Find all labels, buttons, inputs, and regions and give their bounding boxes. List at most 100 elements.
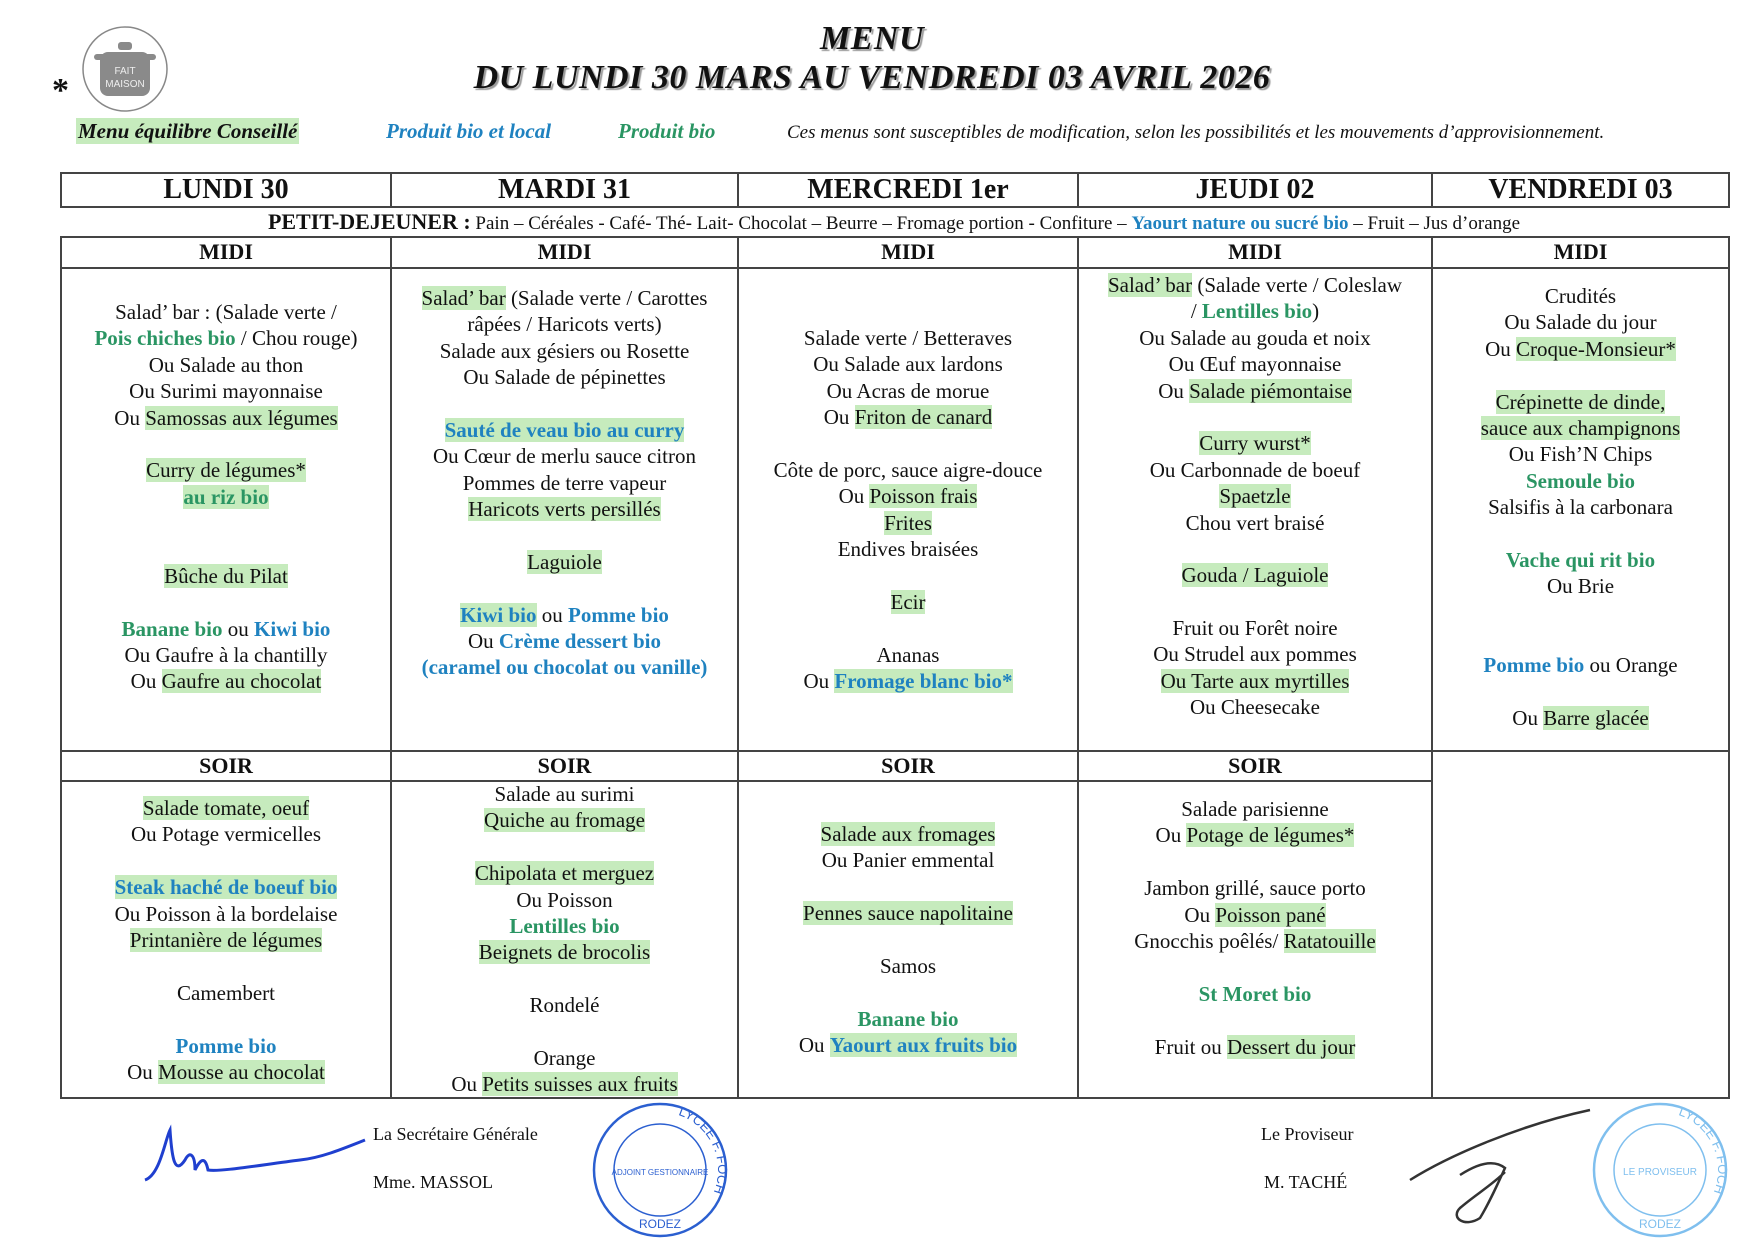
menu-item-text: ou Orange	[1584, 653, 1678, 678]
menu-item-text: Ecir	[890, 589, 926, 614]
dinner-cell-2: Salade au surimi Quiche au fromage Chipola…	[392, 781, 737, 1098]
menu-item-text: Camembert	[177, 980, 275, 1005]
menu-item-text: Laguiole	[527, 549, 602, 574]
menu-line: Ou Samossas aux légumes	[62, 405, 390, 431]
dinner-cell-1: Salade tomate, oeuf Ou Potage vermicelles…	[62, 795, 390, 1085]
menu-disclaimer: Ces menus sont susceptibles de modificat…	[787, 122, 1605, 143]
menu-item-text: Vache qui rit bio	[1505, 547, 1656, 572]
menu-item-text: Pommes de terre vapeur	[462, 470, 667, 495]
menu-item-text: Ou Surimi mayonnaise	[129, 379, 323, 404]
menu-item-text: Ou Panier emmental	[821, 848, 995, 873]
legend-bio-local: Produit bio et local	[386, 119, 552, 143]
day-header-1: LUNDI 30	[163, 174, 289, 205]
day-header-3: MERCREDI 1er	[807, 174, 1009, 205]
menu-item-text: Salade aux fromages	[820, 822, 996, 846]
menu-item-text: Ou	[1512, 706, 1544, 731]
menu-line	[739, 431, 1077, 457]
menu-item-text: Mousse au chocolat	[158, 1059, 325, 1084]
menu-item-text: Crème dessert bio	[498, 629, 662, 654]
menu-line: Steak haché de boeuf bio	[62, 874, 390, 900]
menu-line: Printanière de légumes	[62, 927, 390, 953]
menu-item-text: Crudités	[1544, 284, 1617, 308]
menu-line: Fruit ou Forêt noire	[1079, 615, 1431, 641]
menu-item-text: Fruit ou	[1154, 1034, 1228, 1059]
menu-line: Camembert	[62, 980, 390, 1006]
menu-line: Ou Poisson	[392, 887, 737, 913]
right-signatory-name: M. TACHÉ	[1264, 1172, 1348, 1192]
menu-item-text: Chou vert braisé	[1185, 510, 1325, 535]
menu-line: Ou Poisson frais	[739, 483, 1077, 509]
menu-line	[392, 1019, 737, 1045]
menu-line: Ou Barre glacée	[1433, 705, 1728, 731]
menu-line: St Moret bio	[1079, 981, 1431, 1007]
lunch-header: MIDI	[1553, 239, 1608, 264]
menu-line: / Lentilles bio)	[1079, 298, 1431, 324]
menu-line: Ou Acras de morue	[739, 378, 1077, 404]
lunch-header: MIDI	[537, 239, 592, 264]
dinner-cell-3: Salade aux fromages Ou Panier emmental Pen…	[739, 821, 1077, 1059]
menu-item-text: Orange	[533, 1045, 596, 1070]
menu-line	[1079, 849, 1431, 875]
menu-item-text: Curry de légumes*	[146, 458, 306, 483]
menu-item-text: Banane bio	[857, 1006, 959, 1031]
menu-item-text: ou	[222, 616, 254, 641]
menu-line: Sauté de veau bio au curry	[392, 417, 737, 443]
menu-line: Ou Potage vermicelles	[62, 821, 390, 847]
menu-item-text: Ou Salade de pépinettes	[463, 365, 666, 390]
menu-line: Quiche au fromage	[392, 807, 737, 833]
menu-item-text: Gaufre au chocolat	[161, 669, 322, 694]
menu-item-text: Salad’ bar : (Salade verte /	[115, 300, 337, 324]
menu-item-text: Salade au surimi	[494, 782, 635, 806]
menu-line: Ou Crème dessert bio	[392, 628, 737, 654]
logo-text-line2: MAISON	[105, 79, 144, 90]
menu-item-text: Chipolata et merguez	[474, 861, 655, 886]
lunch-cell-5: Crudités Ou Salade du jour Ou Croque-Monsi…	[1433, 283, 1728, 732]
menu-line: Ou Salade de pépinettes	[392, 364, 737, 390]
menu-line: Bûche du Pilat	[62, 563, 390, 589]
menu-item-text: (Salade verte / Coleslaw	[1192, 273, 1403, 297]
menu-line: Salad’ bar (Salade verte / Coleslaw	[1079, 272, 1431, 298]
menu-item-text: Banane bio	[121, 616, 223, 641]
menu-line: Samos	[739, 953, 1077, 979]
left-signature-scribble	[144, 1124, 366, 1182]
menu-line: Salade aux gésiers ou Rosette	[392, 338, 737, 364]
lunch-cell-2: Salad’ bar (Salade verte / Carottes râpée…	[392, 285, 737, 681]
menu-item-text: Ou Carbonnade de boeuf	[1149, 457, 1361, 482]
menu-line: Ou Fromage blanc bio*	[739, 668, 1077, 694]
day-header-5: VENDREDI 03	[1488, 174, 1673, 205]
dinner-header: SOIR	[881, 753, 935, 778]
menu-item-text: Ou Potage vermicelles	[130, 822, 322, 847]
left-stamp: LYCEE F. FOCH ADJOINT GESTIONNAIRE RODEZ	[592, 1102, 730, 1238]
fait-maison-logo: FAIT MAISON	[82, 26, 168, 112]
menu-item-text: Quiche au fromage	[484, 808, 645, 833]
menu-item-text: Ou	[1184, 902, 1216, 927]
menu-item-text: au riz bio	[183, 484, 269, 509]
menu-item-text: )	[1312, 299, 1320, 324]
menu-line	[1433, 521, 1728, 547]
svg-text:LYCEE F. FOCH: LYCEE F. FOCH	[677, 1104, 730, 1197]
left-signatory-title: La Secrétaire Générale	[373, 1124, 538, 1144]
menu-line: Haricots verts persillés	[392, 496, 737, 522]
menu-line: Ananas	[739, 642, 1077, 668]
menu-item-text: Jambon grillé, sauce porto	[1144, 876, 1366, 901]
menu-line	[739, 615, 1077, 641]
menu-item-text: Ou Cheesecake	[1189, 695, 1321, 720]
menu-item-text: Crépinette de dinde,	[1495, 389, 1666, 414]
menu-line: Pomme bio	[62, 1033, 390, 1059]
breakfast-bio-item: Yaourt nature ou sucré bio	[1131, 213, 1349, 234]
menu-line: Lentilles bio	[392, 913, 737, 939]
menu-item-text: Ou	[451, 1072, 483, 1097]
menu-item-text: Poisson frais	[869, 484, 978, 509]
logo-text-line1: FAIT	[114, 66, 135, 77]
menu-item-text: Ou	[127, 1059, 159, 1084]
menu-item-text: Samos	[879, 953, 936, 978]
menu-item-text: Ou Tarte aux myrtilles	[1160, 668, 1350, 693]
menu-item-text: Salade piémontaise	[1189, 378, 1352, 403]
menu-line	[62, 589, 390, 615]
menu-item-text: Ou Salade au gouda et noix	[1139, 325, 1371, 350]
menu-line	[62, 510, 390, 536]
menu-line: Jambon grillé, sauce porto	[1079, 875, 1431, 901]
menu-line: râpées / Haricots verts)	[392, 311, 737, 337]
menu-line: Ou Panier emmental	[739, 847, 1077, 873]
page-subtitle: DU LUNDI 30 MARS AU VENDREDI 03 AVRIL 20…	[473, 59, 1271, 96]
